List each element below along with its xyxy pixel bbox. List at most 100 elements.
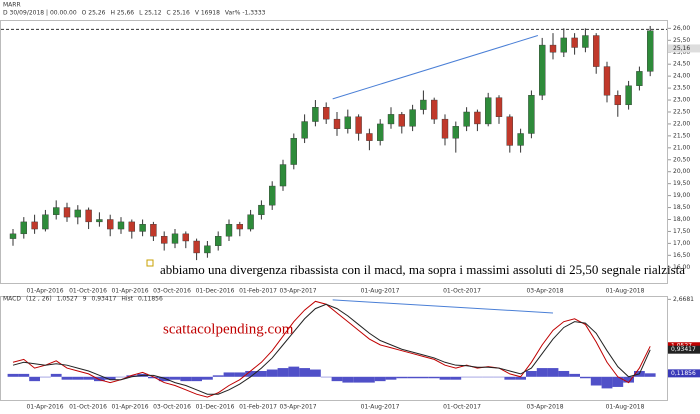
candle-body <box>150 224 157 237</box>
candle-body <box>398 114 405 127</box>
candle-body <box>539 44 546 96</box>
histogram-bar <box>612 376 624 387</box>
candle-body <box>42 214 49 230</box>
histogram-bar <box>245 370 256 377</box>
histogram-bar <box>104 376 116 380</box>
histogram-bar <box>256 370 267 377</box>
header-item: 9 <box>83 296 87 303</box>
candle-body <box>193 240 200 254</box>
histogram-bar <box>83 376 94 380</box>
histogram-bar <box>558 370 570 377</box>
candle-body <box>117 221 125 230</box>
candle-body <box>431 99 438 120</box>
candle-body <box>377 123 384 141</box>
trend-line <box>332 35 539 100</box>
candle-body <box>290 138 297 165</box>
candle-body <box>387 114 395 125</box>
candle-body <box>171 233 179 244</box>
candle-body <box>409 109 416 127</box>
x-tick-label: 01-Dec-2016 <box>196 288 235 295</box>
header-item: 1,0527 <box>57 296 78 303</box>
x-tick-label: 01-Apr-2016 <box>26 288 63 295</box>
candle-body <box>528 95 535 134</box>
candle-body <box>323 107 330 120</box>
candle-body <box>593 35 600 67</box>
x-tick-label: 01-Oct-2017 <box>443 404 481 411</box>
y-tick-label: 17,50 <box>673 228 690 235</box>
candle-body <box>214 236 222 246</box>
histogram-bar <box>472 376 483 378</box>
histogram-bar <box>590 376 602 386</box>
histogram-bar <box>180 376 192 382</box>
candle-body <box>495 97 503 117</box>
candle-body <box>182 233 190 242</box>
candle-body <box>582 35 589 48</box>
histogram-bar <box>331 376 343 382</box>
y-tick-label: 20,50 <box>673 156 690 163</box>
trend-line <box>332 299 554 314</box>
candle-body <box>247 214 254 230</box>
histogram-bar <box>234 372 246 377</box>
histogram-bar <box>212 375 224 377</box>
histogram-bar <box>407 376 418 379</box>
x-tick-label: 01-Aug-2017 <box>361 404 400 411</box>
histogram-bar <box>50 373 62 377</box>
histogram-bar <box>515 376 526 380</box>
candle-body <box>128 221 136 232</box>
candle-body <box>63 207 71 218</box>
candle-body <box>74 209 82 218</box>
histogram-bar <box>191 376 202 382</box>
candle-body <box>20 221 27 235</box>
header-item: L 25,12 <box>139 10 162 17</box>
candle-body <box>603 66 611 96</box>
last-price-box <box>668 44 700 53</box>
candle-body <box>463 111 470 127</box>
y-tick-label: 17,00 <box>673 240 690 247</box>
y-tick-label: 18,50 <box>673 204 690 211</box>
last-price-label: 25,16 <box>673 45 690 52</box>
histogram-bar <box>310 369 321 377</box>
candle-body <box>279 164 287 187</box>
histogram-bar <box>169 376 181 380</box>
site-label: scattacolpending.com <box>163 321 294 337</box>
last-value-box <box>668 345 700 354</box>
x-tick-label: 01-Oct-2016 <box>69 404 107 411</box>
histogram-bar <box>396 376 408 379</box>
x-tick-label: 01-Feb-2017 <box>239 404 277 411</box>
candle-body <box>420 99 427 110</box>
price-panel <box>0 20 668 284</box>
candle-body <box>236 224 244 230</box>
y-tick-label: 24,00 <box>673 73 690 80</box>
histogram-bar <box>569 373 580 377</box>
y-tick-label: 16,00 <box>673 264 690 271</box>
candle-body <box>204 245 211 254</box>
histogram-bar <box>266 369 278 377</box>
header-item: H 25,66 <box>110 10 134 17</box>
histogram-bar <box>40 376 51 378</box>
histogram-bar <box>493 376 505 378</box>
histogram-bar <box>126 375 138 377</box>
histogram-bar <box>223 372 235 377</box>
macd-panel <box>0 296 668 401</box>
symbol: MARR <box>3 2 21 9</box>
header-item: MACD <box>3 296 21 303</box>
histogram-bar <box>547 368 559 377</box>
x-tick-label: 01-Aug-2017 <box>361 288 400 295</box>
y-tick-label: 21,00 <box>673 144 690 151</box>
last-value-label: 0,93417 <box>671 346 696 353</box>
header-item: Var% -1,3333 <box>225 10 266 17</box>
candle-body <box>614 95 621 106</box>
histogram-bar <box>418 376 429 379</box>
histogram-bar <box>364 376 375 383</box>
candle-body <box>85 209 92 223</box>
candle-body <box>139 224 146 232</box>
last-value-label: 0,11856 <box>671 370 696 377</box>
candle-body <box>560 37 567 53</box>
histogram-bar <box>288 366 300 377</box>
histogram-bar <box>158 376 170 382</box>
last-value-box <box>668 369 700 378</box>
histogram-bar <box>526 370 537 377</box>
candle-body <box>312 107 319 122</box>
x-tick-label: 01-Dec-2016 <box>196 404 235 411</box>
candle-body <box>106 219 114 230</box>
